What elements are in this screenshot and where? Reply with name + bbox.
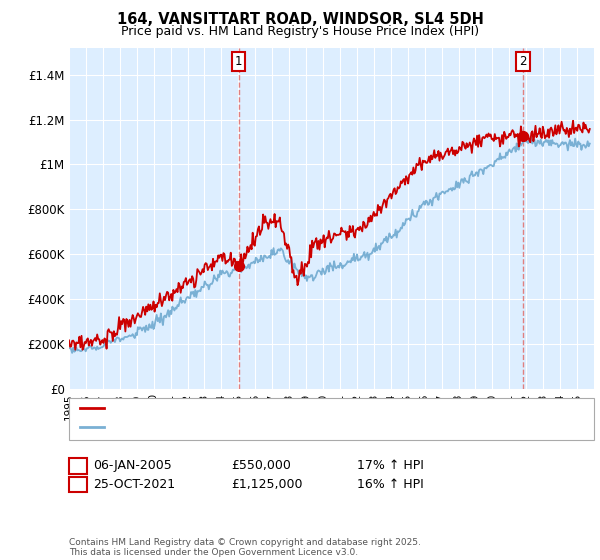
Text: HPI: Average price, detached house, Windsor and Maidenhead: HPI: Average price, detached house, Wind… xyxy=(108,422,457,432)
Text: £1,125,000: £1,125,000 xyxy=(231,478,302,491)
Text: 2: 2 xyxy=(519,54,527,68)
Text: 25-OCT-2021: 25-OCT-2021 xyxy=(93,478,175,491)
Text: Price paid vs. HM Land Registry's House Price Index (HPI): Price paid vs. HM Land Registry's House … xyxy=(121,25,479,38)
Text: 16% ↑ HPI: 16% ↑ HPI xyxy=(357,478,424,491)
Text: 164, VANSITTART ROAD, WINDSOR, SL4 5DH (detached house): 164, VANSITTART ROAD, WINDSOR, SL4 5DH (… xyxy=(108,403,458,413)
Text: 1: 1 xyxy=(74,459,82,473)
Text: 1: 1 xyxy=(235,54,242,68)
Text: £550,000: £550,000 xyxy=(231,459,291,473)
Text: 06-JAN-2005: 06-JAN-2005 xyxy=(93,459,172,473)
Text: 2: 2 xyxy=(74,478,82,491)
Text: Contains HM Land Registry data © Crown copyright and database right 2025.
This d: Contains HM Land Registry data © Crown c… xyxy=(69,538,421,557)
Text: 17% ↑ HPI: 17% ↑ HPI xyxy=(357,459,424,473)
Text: 164, VANSITTART ROAD, WINDSOR, SL4 5DH: 164, VANSITTART ROAD, WINDSOR, SL4 5DH xyxy=(116,12,484,27)
